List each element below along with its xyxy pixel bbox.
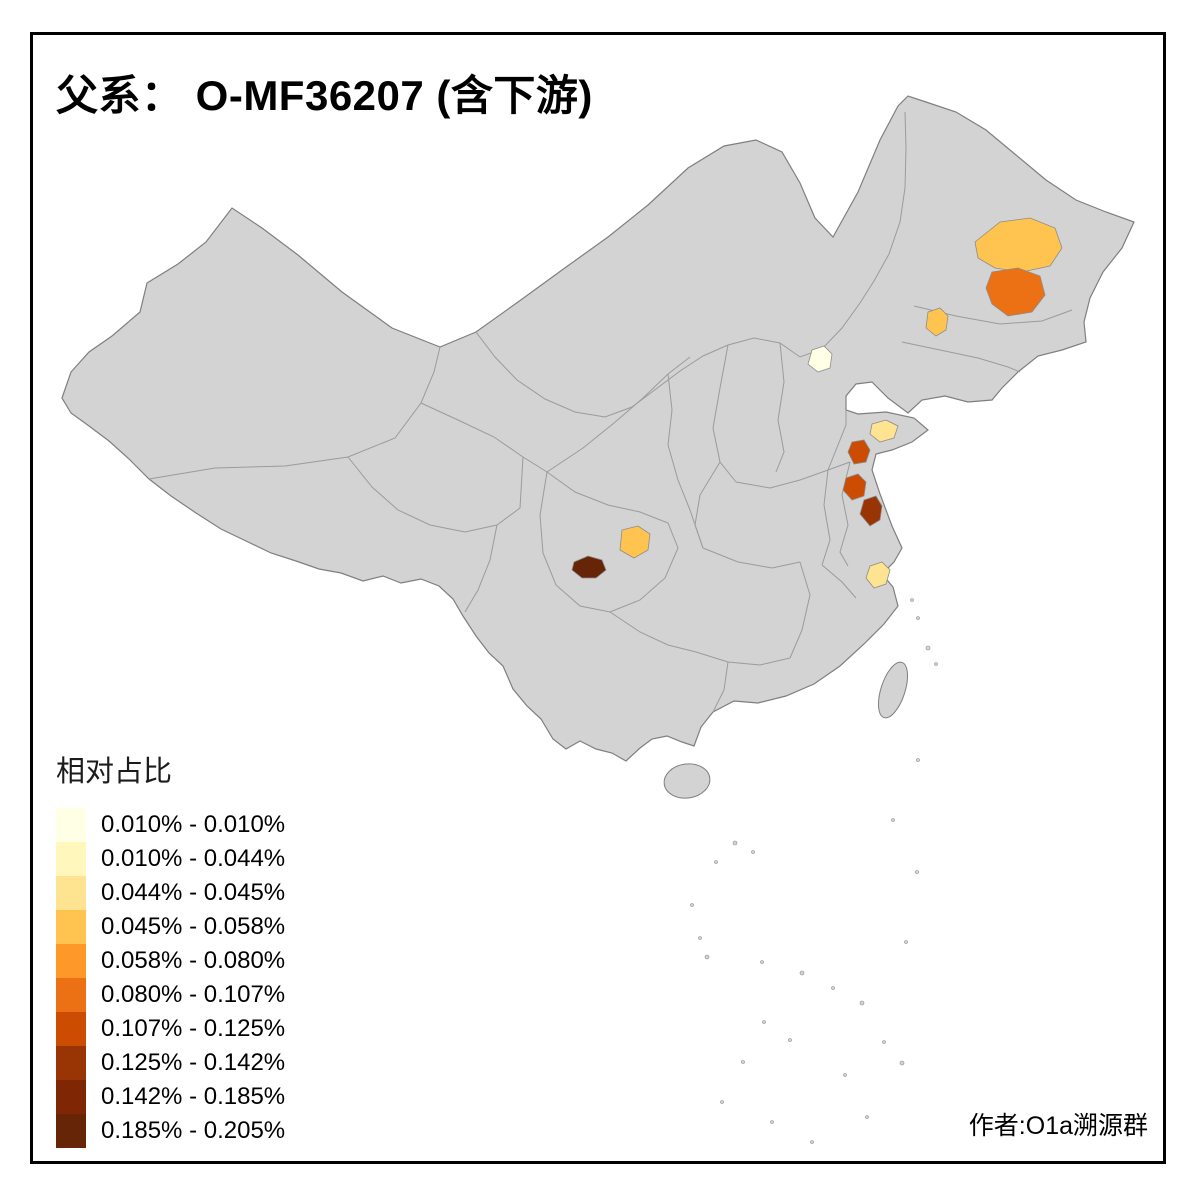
taiwan-island xyxy=(877,661,909,719)
highlight-shandong-west-dark xyxy=(847,439,871,465)
attribution-text: 作者:O1a溯源群 xyxy=(968,1112,1148,1140)
legend-swatch xyxy=(56,1114,86,1148)
legend-swatch xyxy=(56,808,86,842)
legend-swatch xyxy=(56,1080,86,1114)
hainan-island xyxy=(663,763,711,799)
legend-label: 0.125% - 0.142% xyxy=(101,1049,286,1076)
legend-item: 0.080% - 0.107% xyxy=(56,978,285,1012)
highlight-northeast-large-light xyxy=(974,217,1063,273)
legend-swatch xyxy=(56,842,86,876)
province-borders xyxy=(148,111,1073,713)
south-china-sea-islets xyxy=(690,598,938,1144)
legend-swatch xyxy=(56,876,86,910)
legend-item: 0.125% - 0.142% xyxy=(56,1046,285,1080)
legend-label: 0.185% - 0.205% xyxy=(101,1117,286,1144)
legend-item: 0.045% - 0.058% xyxy=(56,910,285,944)
highlight-jiangsu-south-darker xyxy=(859,495,883,527)
highlight-sichuan-darkest xyxy=(571,555,607,579)
legend-label: 0.107% - 0.125% xyxy=(101,1015,286,1042)
legend-label: 0.044% - 0.045% xyxy=(101,879,286,906)
region-highlights xyxy=(571,217,1063,589)
legend-label: 0.010% - 0.044% xyxy=(101,845,286,872)
legend-swatch xyxy=(56,910,86,944)
highlight-liaoning-light xyxy=(925,307,949,337)
legend-title: 相对占比 xyxy=(56,756,173,788)
legend-item: 0.185% - 0.205% xyxy=(56,1114,285,1148)
highlight-sichuan-light xyxy=(619,525,651,559)
highlight-jiangsu-north-dark xyxy=(842,473,867,501)
page-title: 父系： O-MF36207 (含下游) xyxy=(56,72,593,119)
legend-swatch xyxy=(56,978,86,1012)
legend-item: 0.107% - 0.125% xyxy=(56,1012,285,1046)
legend-swatch xyxy=(56,1012,86,1046)
legend-label: 0.045% - 0.058% xyxy=(101,913,286,940)
highlight-beijing-pale xyxy=(807,345,833,373)
legend-swatch xyxy=(56,1046,86,1080)
legend-label: 0.142% - 0.185% xyxy=(101,1083,286,1110)
highlight-northeast-orange xyxy=(985,267,1046,317)
highlight-shandong-peninsula-pale xyxy=(869,419,899,443)
legend-item: 0.142% - 0.185% xyxy=(56,1080,285,1114)
legend: 相对占比 0.010% - 0.010% 0.010% - 0.044% 0.0… xyxy=(56,748,285,1148)
legend-label: 0.080% - 0.107% xyxy=(101,981,286,1008)
highlight-zhejiang-pale xyxy=(865,561,891,589)
legend-label: 0.010% - 0.010% xyxy=(101,811,286,838)
legend-swatch xyxy=(56,944,86,978)
legend-item: 0.044% - 0.045% xyxy=(56,876,285,910)
legend-label: 0.058% - 0.080% xyxy=(101,947,286,974)
legend-item: 0.058% - 0.080% xyxy=(56,944,285,978)
china-mainland-shape xyxy=(61,95,1135,762)
legend-item: 0.010% - 0.010% xyxy=(56,808,285,842)
legend-item: 0.010% - 0.044% xyxy=(56,842,285,876)
